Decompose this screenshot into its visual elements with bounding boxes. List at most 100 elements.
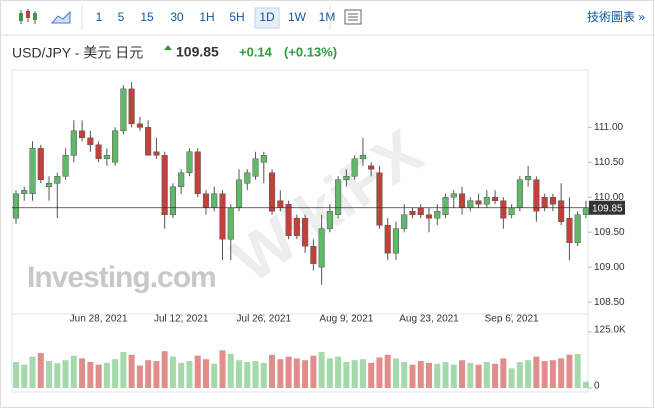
candle-icon[interactable] <box>19 9 37 24</box>
candle-body <box>335 179 342 215</box>
volume-bar <box>500 358 507 388</box>
candle-body <box>103 155 110 160</box>
interval-button[interactable]: 15 <box>140 10 154 24</box>
candle-body <box>169 186 176 215</box>
volume-bar <box>558 358 565 388</box>
candle-body <box>161 155 168 215</box>
candle-body <box>401 214 408 229</box>
last-price-tag: 109.85 <box>592 203 623 214</box>
candle-body <box>178 172 185 188</box>
volume-bar <box>450 364 457 388</box>
interval-button[interactable]: 5 <box>118 10 125 24</box>
y-tick-label: 111.00 <box>594 122 624 133</box>
candle-body <box>12 193 20 219</box>
volume-bar <box>285 356 292 388</box>
candle-body <box>120 88 127 132</box>
candle-body <box>194 151 201 194</box>
candle-body <box>492 196 499 201</box>
candle-body <box>235 179 243 208</box>
volume-bar <box>54 363 61 388</box>
y-tick-label: 110.00 <box>594 192 624 203</box>
volume-bar <box>318 352 325 388</box>
plot-frame <box>11 69 589 393</box>
candle-body <box>112 130 119 163</box>
volume-bar <box>351 360 358 388</box>
volume-bar <box>384 354 391 388</box>
candle-body <box>541 196 548 208</box>
volume-bar <box>459 360 466 388</box>
volume-bar <box>136 365 143 388</box>
volume-bar <box>541 361 548 388</box>
volume-bar <box>87 361 94 388</box>
volume-bar <box>161 351 168 388</box>
volume-bar <box>434 363 441 388</box>
candle-body <box>37 148 44 181</box>
candle-body <box>269 172 276 212</box>
volume-bar <box>343 361 350 388</box>
tech-chart-link[interactable]: 技術圖表 » <box>587 10 645 24</box>
interval-button[interactable]: 1D <box>259 10 275 24</box>
volume-bar <box>153 361 160 388</box>
candle-body <box>525 176 532 181</box>
volume-bar <box>37 352 44 388</box>
volume-bar <box>533 356 540 388</box>
volume-bar <box>269 354 276 388</box>
interval-button[interactable]: 5H <box>229 10 244 24</box>
candle-body <box>285 203 292 236</box>
volume-bar <box>236 360 243 388</box>
volume-bar <box>70 355 77 388</box>
candle-body <box>343 176 350 181</box>
volume-bar <box>13 361 19 388</box>
candle-body <box>533 179 540 212</box>
volume-bar <box>525 360 532 388</box>
interval-button[interactable]: 1W <box>288 10 307 24</box>
interval-button[interactable]: 1M <box>319 10 336 24</box>
volume-bar <box>21 364 28 388</box>
volume-bar <box>376 357 383 388</box>
candle-body <box>244 172 251 184</box>
candle-body <box>376 172 383 226</box>
volume-bar <box>326 358 333 388</box>
volume-bar <box>202 359 209 388</box>
candle-body <box>70 130 77 156</box>
candle-body <box>483 196 490 205</box>
instrument-title: USD/JPY - 美元 日元 <box>12 45 143 61</box>
candle-body <box>45 183 53 188</box>
volume-bar <box>29 356 36 388</box>
candle-body <box>368 165 375 170</box>
volume-bar <box>359 359 366 388</box>
interval-button[interactable]: 1 <box>96 10 103 24</box>
candle-body <box>516 179 523 208</box>
volume-bar <box>211 363 218 388</box>
candle-body <box>574 214 581 243</box>
candle-body <box>277 200 284 208</box>
volume-bar <box>401 361 408 388</box>
x-tick-label: Sep 6, 2021 <box>485 314 539 325</box>
volume-bar <box>582 381 589 388</box>
volume-bar <box>194 355 201 388</box>
y-tick-label: 109.00 <box>594 262 625 273</box>
change: +0.14 <box>239 44 273 59</box>
interval-button[interactable]: 1H <box>199 10 214 24</box>
volume-bar <box>277 359 284 388</box>
candle-body <box>293 217 300 236</box>
candle-body <box>425 214 433 219</box>
interval-button[interactable]: 30 <box>170 10 184 24</box>
volume-bar <box>145 360 152 388</box>
volume-bar <box>442 361 449 388</box>
volume-bar <box>492 363 499 388</box>
volume-bar <box>549 360 556 388</box>
x-tick-label: Jul 12, 2021 <box>154 314 209 325</box>
candle-body <box>475 200 482 205</box>
volume-bar <box>310 355 317 388</box>
candle-body <box>442 196 449 215</box>
area-icon[interactable] <box>50 10 71 24</box>
candle-body <box>318 228 325 268</box>
candle-body <box>153 151 160 156</box>
candle-body <box>351 158 358 177</box>
volume-bar <box>227 353 234 388</box>
settings-icon[interactable] <box>344 9 362 25</box>
candle-body <box>302 217 309 247</box>
candle-body <box>558 200 565 222</box>
volume-bar <box>244 361 251 388</box>
